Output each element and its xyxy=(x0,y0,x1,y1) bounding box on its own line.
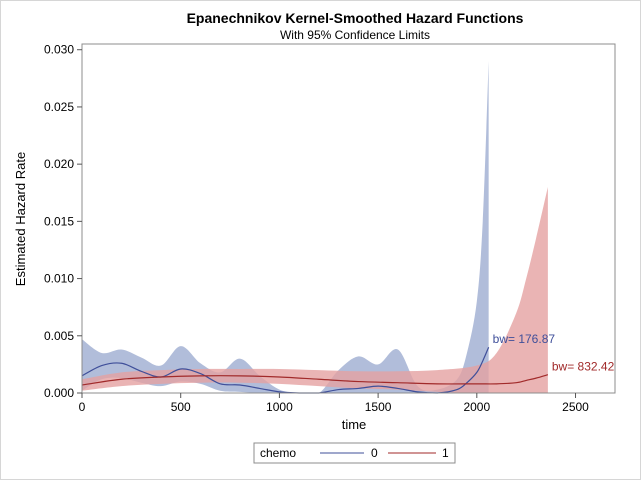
y-tick-label: 0.000 xyxy=(44,386,74,400)
legend-title: chemo xyxy=(260,446,296,460)
y-tick-label: 0.020 xyxy=(44,157,74,171)
y-tick-label: 0.030 xyxy=(44,43,74,57)
y-tick-label: 0.005 xyxy=(44,329,74,343)
x-tick-label: 0 xyxy=(79,400,86,414)
bandwidth-label-0: bw= 176.87 xyxy=(493,332,556,346)
x-tick-label: 500 xyxy=(171,400,191,414)
y-tick-label: 0.025 xyxy=(44,100,74,114)
legend: chemo 0 1 xyxy=(253,442,456,464)
y-axis-label: Estimated Hazard Rate xyxy=(13,152,28,286)
y-tick-label: 0.010 xyxy=(44,272,74,286)
x-axis-ticks: 0 500 1000 1500 2000 2500 xyxy=(79,393,589,414)
bandwidth-annotations: bw= 176.87 bw= 832.42 xyxy=(493,332,615,373)
x-tick-label: 1000 xyxy=(266,400,293,414)
x-axis-label: time xyxy=(342,417,367,432)
plot-area xyxy=(81,43,616,394)
bandwidth-label-1: bw= 832.42 xyxy=(552,360,615,374)
x-tick-label: 2500 xyxy=(562,400,589,414)
legend-label-0: 0 xyxy=(371,446,378,460)
hazard-line-1 xyxy=(81,374,549,386)
confidence-band-0 xyxy=(82,61,489,393)
x-tick-label: 1500 xyxy=(365,400,392,414)
legend-label-1: 1 xyxy=(442,446,449,460)
confidence-bands xyxy=(82,61,548,393)
y-tick-label: 0.015 xyxy=(44,214,74,228)
x-tick-label: 2000 xyxy=(463,400,490,414)
y-axis-ticks: 0.000 0.005 0.010 0.015 0.020 0.025 0.030 xyxy=(44,43,82,400)
chart-title: Epanechnikov Kernel-Smoothed Hazard Func… xyxy=(187,10,524,26)
chart-subtitle: With 95% Confidence Limits xyxy=(280,28,430,42)
confidence-band-1 xyxy=(82,187,548,393)
